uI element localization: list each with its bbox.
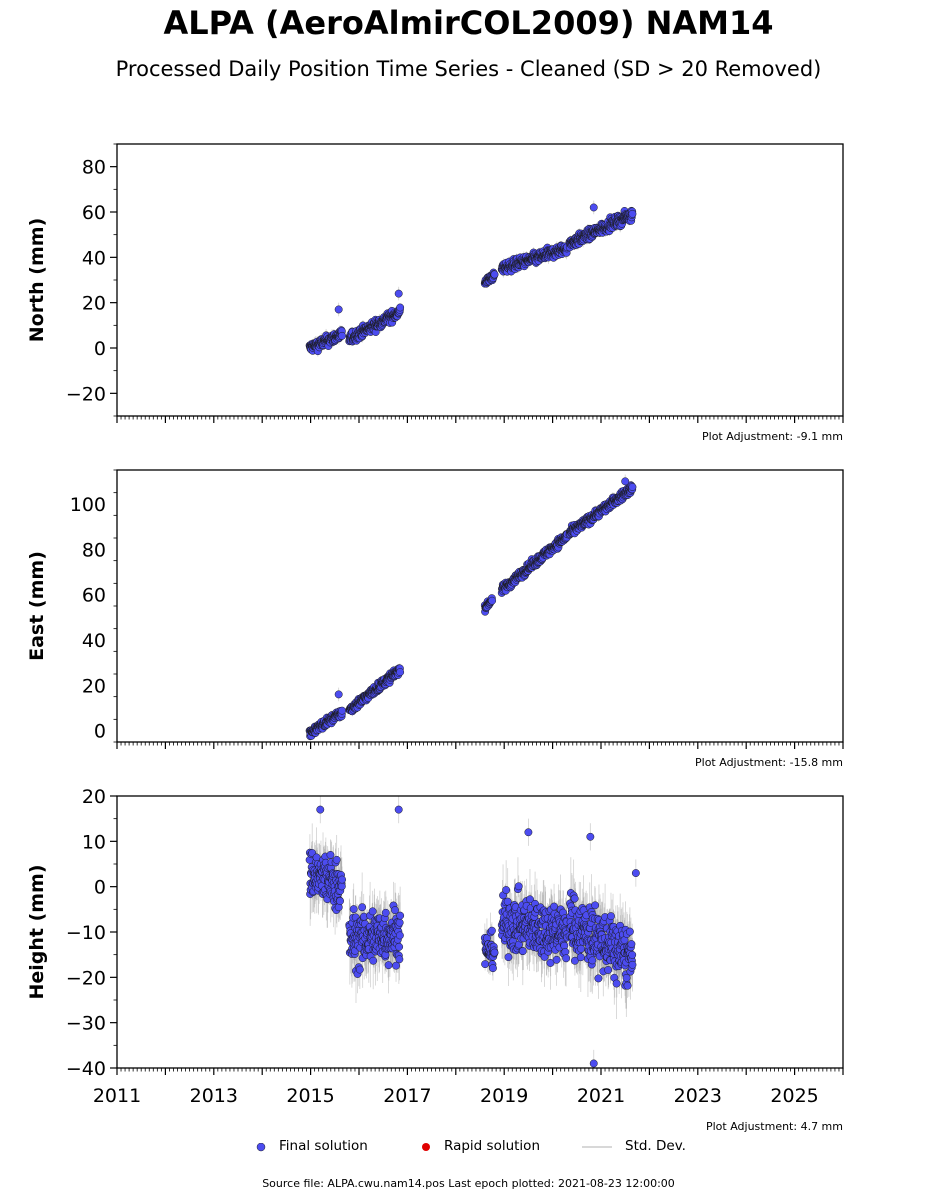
plot-frame <box>116 469 844 743</box>
final-solution-point <box>368 907 377 916</box>
y-tick-label: 20 <box>82 675 106 697</box>
data-points <box>305 796 640 1068</box>
y-tick-label: 60 <box>82 202 106 224</box>
final-solution-point <box>332 855 341 864</box>
final-solution-point <box>490 270 499 279</box>
y-axis-label: East (mm) <box>26 551 48 661</box>
plot-frame <box>116 143 844 417</box>
final-solution-point <box>334 690 343 699</box>
y-tick-label: 0 <box>94 721 106 743</box>
y-tick-label: 100 <box>70 494 106 516</box>
panel-east: 0 20 40 60 80 100 East (mm) Plot Adjustment: -1… <box>26 469 844 769</box>
final-solution-point <box>326 850 335 859</box>
y-tick-label: 0 <box>94 338 106 360</box>
final-solution-point <box>628 209 637 218</box>
final-solution-point <box>338 706 347 715</box>
final-solution-point <box>488 596 497 605</box>
y-axis-label: North (mm) <box>26 218 48 343</box>
y-tick-label: 80 <box>82 157 106 179</box>
final-solution-point <box>394 289 403 298</box>
data-points <box>305 200 637 357</box>
final-solution-point <box>369 956 378 965</box>
final-solution-point <box>336 897 344 905</box>
final-solution-point <box>355 965 364 974</box>
final-solution-point <box>349 905 358 914</box>
y-tick-label: 40 <box>82 247 106 269</box>
y-tick-label: 60 <box>82 585 106 607</box>
final-solution-point <box>621 477 630 486</box>
final-solution-point <box>396 668 405 677</box>
axis-ticks <box>113 469 844 749</box>
final-solution-point <box>338 331 347 340</box>
y-tick-label: 20 <box>82 293 106 315</box>
final-solution-point <box>358 903 367 912</box>
y-tick-label: 40 <box>82 630 106 652</box>
plot-adjustment-label: Plot Adjustment: -15.8 mm <box>695 756 843 769</box>
final-solution-point <box>628 483 637 491</box>
final-solution-point <box>334 305 343 314</box>
data-points <box>305 474 637 742</box>
final-solution-point <box>337 882 346 891</box>
y-tick-label: −20 <box>66 383 106 405</box>
plot-adjustment-label: Plot Adjustment: -9.1 mm <box>702 430 843 443</box>
chart-title: ALPA (AeroAlmirCOL2009) NAM14 <box>163 4 774 42</box>
y-tick-label: 80 <box>82 539 106 561</box>
panel-north: −20 0 20 40 60 80 North (mm) Plot Adjustment: -… <box>26 143 844 443</box>
final-solution-point <box>396 303 405 312</box>
axis-ticks <box>110 143 844 423</box>
final-solution-point <box>338 875 347 884</box>
final-solution-point <box>589 203 598 212</box>
chart-subtitle: Processed Daily Position Time Series - C… <box>115 57 822 81</box>
